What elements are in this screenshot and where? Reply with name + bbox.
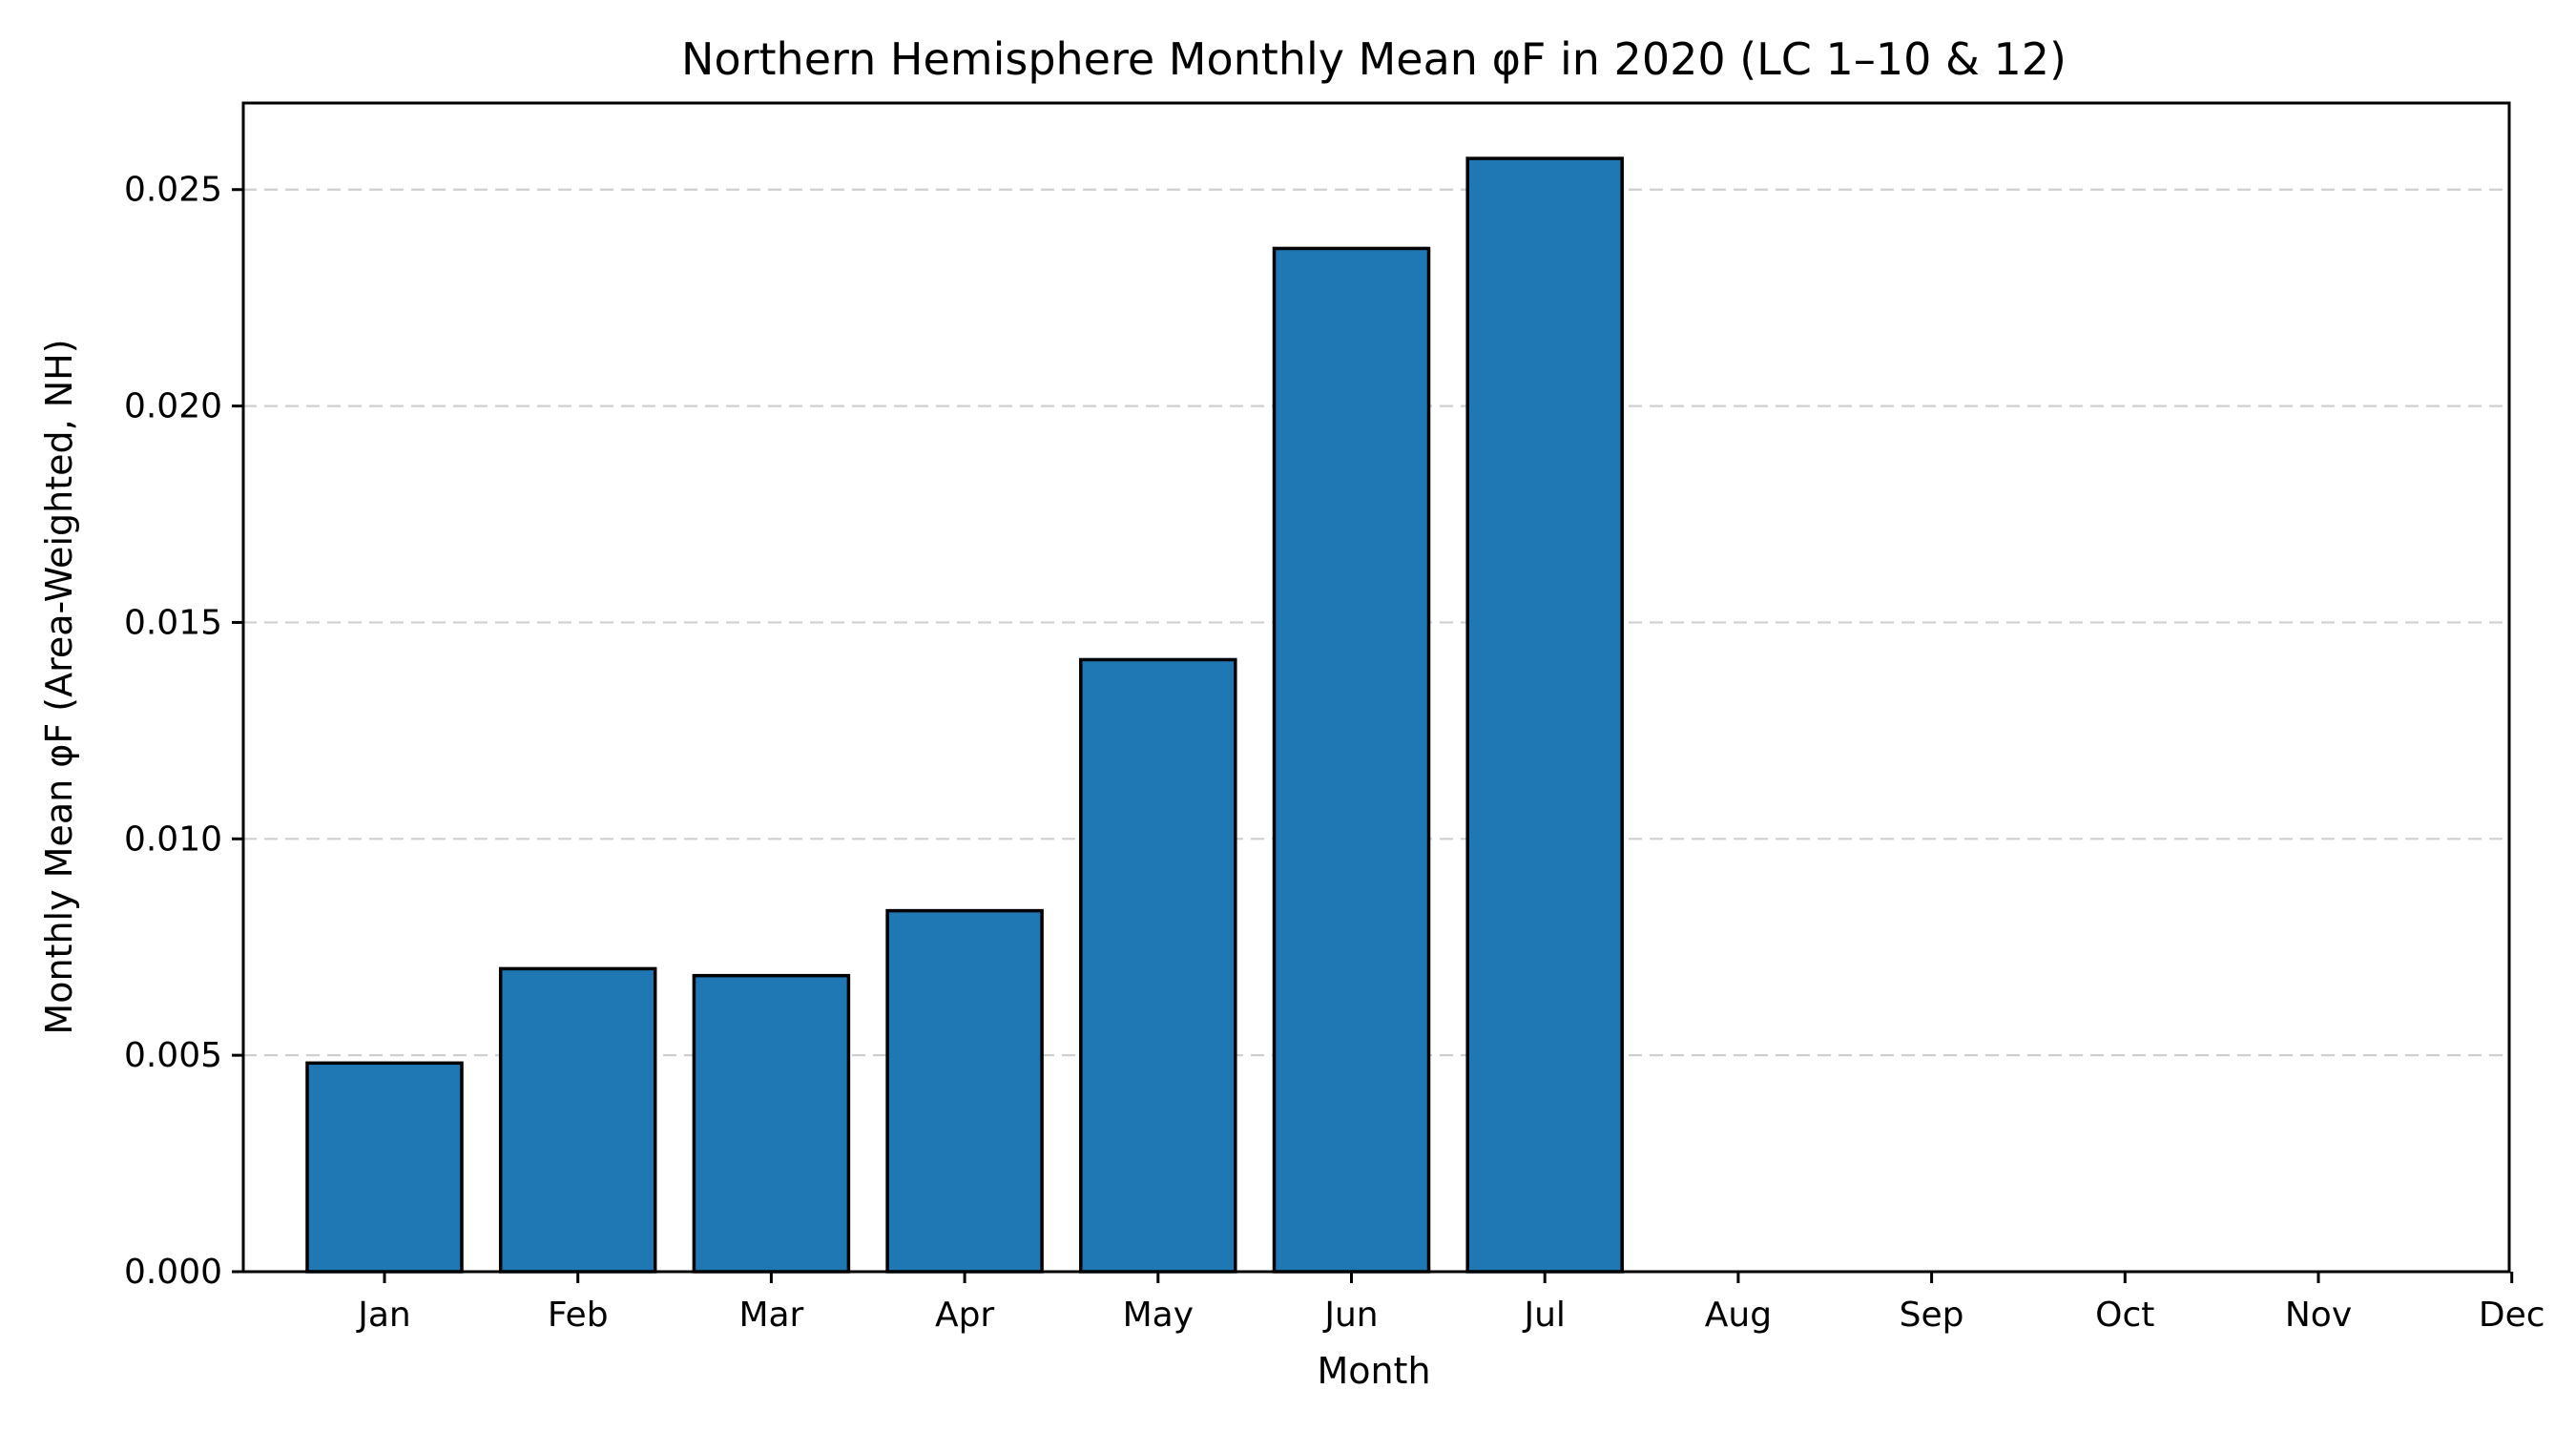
bar-jul [1465,156,1624,1274]
y-tick-label: 0.025 [124,171,222,210]
y-tick-label: 0.010 [124,819,222,859]
bars [305,156,1624,1274]
y-tick-label: 0.005 [124,1036,222,1075]
bar-feb [498,966,657,1274]
x-tick-label-dec: Dec [2479,1296,2545,1335]
x-tick-label-jul: Jul [1522,1296,1565,1335]
x-tick-label-mar: Mar [738,1296,803,1335]
x-tick-label-sep: Sep [1900,1296,1964,1335]
bar-jun [1272,246,1431,1274]
x-tick-label-jun: Jun [1322,1296,1378,1335]
y-tick-label: 0.015 [124,603,222,642]
bar-apr [885,908,1044,1274]
x-tick-label-jan: Jan [356,1296,411,1335]
x-axis-label: Month [1317,1350,1430,1392]
x-tick-label-nov: Nov [2285,1296,2352,1335]
x-tick-label-may: May [1123,1296,1194,1335]
y-tick-label: 0.000 [124,1253,222,1292]
y-tick-label: 0.020 [124,387,222,426]
y-axis-label: Monthly Mean φF (Area-Weighted, NH) [38,339,80,1034]
bar-jan [305,1061,464,1274]
chart-title: Northern Hemisphere Monthly Mean φF in 2… [681,33,2067,85]
x-tick-label-oct: Oct [2095,1296,2154,1335]
y-axis-ticks: 0.000 0.005 0.010 0.015 0.020 0.025 [124,171,243,1292]
x-tick-label-aug: Aug [1705,1296,1772,1335]
x-tick-label-feb: Feb [548,1296,609,1335]
x-tick-label-apr: Apr [935,1296,994,1335]
x-axis-ticks: Jan Feb Mar Apr May Jun Jul Aug Sep Oct Nov Dec [356,1272,2545,1335]
plot-frame [241,101,2511,1274]
bar-mar [692,973,851,1274]
bar-may [1079,657,1237,1274]
